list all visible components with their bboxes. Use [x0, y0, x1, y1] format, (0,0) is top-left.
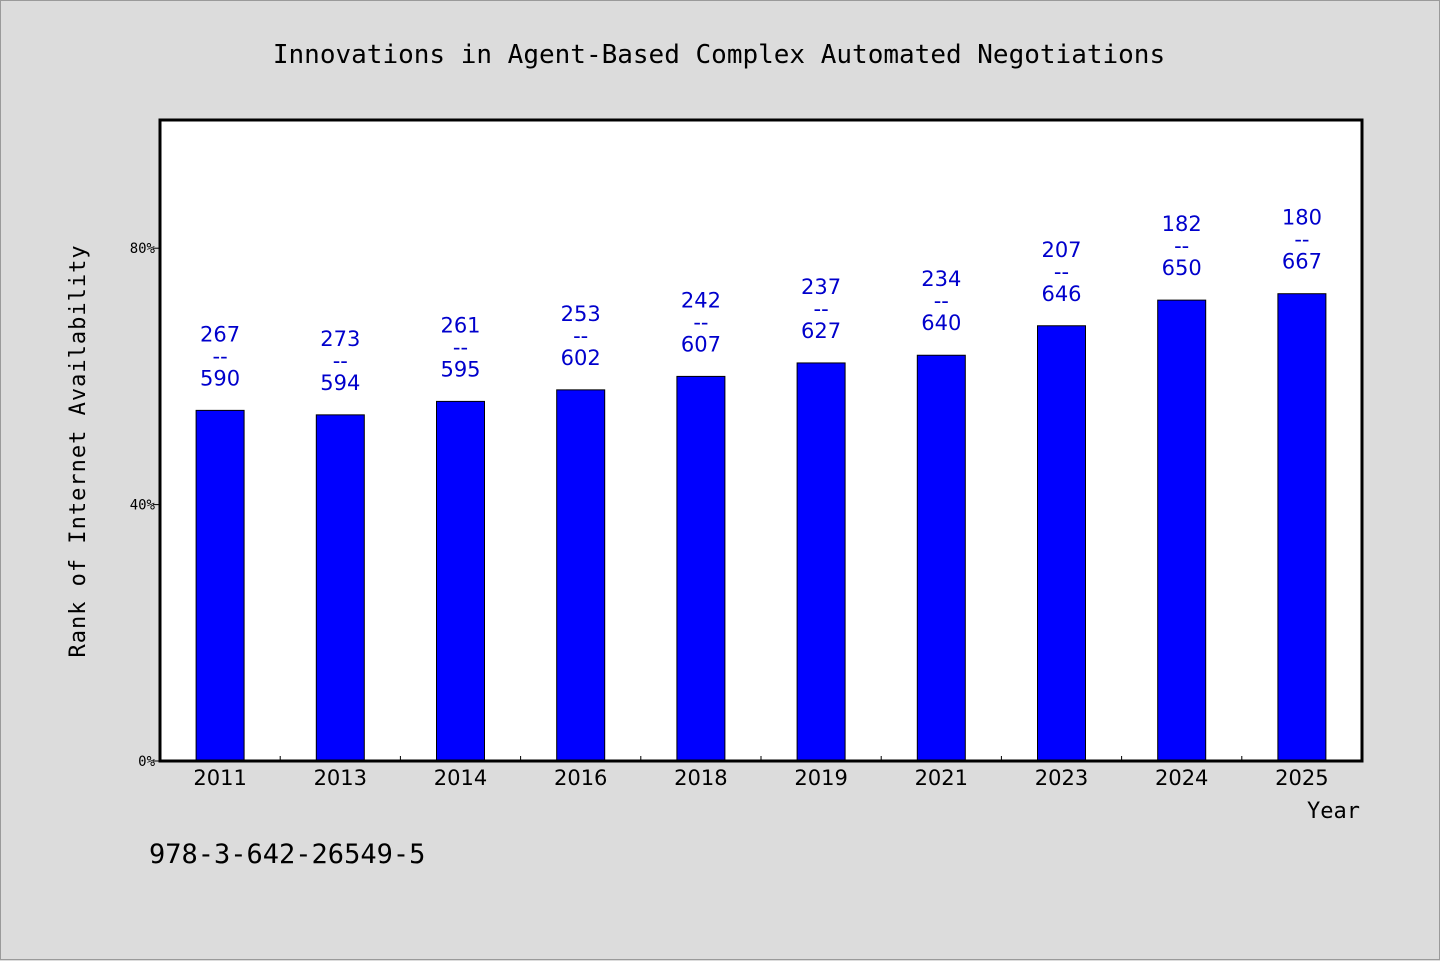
bar-2023 — [1037, 325, 1086, 762]
bar-2013 — [315, 414, 365, 762]
bar-2021 — [916, 354, 966, 762]
data-label-top-2024: 182 — [1162, 212, 1202, 236]
x-tick-label-2023: 2023 — [1035, 766, 1088, 790]
data-label-top-2023: 207 — [1041, 238, 1081, 262]
data-label-top-2011: 267 — [200, 322, 240, 346]
data-label-top-2014: 261 — [440, 313, 480, 337]
data-label-bottom-2023: 646 — [1041, 282, 1081, 306]
data-label-top-2025: 180 — [1282, 206, 1322, 230]
data-label-sep-2018: -- — [693, 310, 708, 334]
data-label-bottom-2018: 607 — [681, 332, 721, 356]
bar-2019 — [796, 362, 846, 762]
y-tick-label: 80% — [130, 241, 156, 257]
x-tick-label-2024: 2024 — [1155, 766, 1208, 790]
bar-2011 — [195, 409, 245, 762]
bar-2018 — [676, 375, 726, 762]
x-tick-label-2011: 2011 — [193, 766, 246, 790]
y-axis-label: Rank of Internet Availability — [66, 244, 91, 657]
data-label-sep-2019: -- — [814, 297, 829, 321]
data-label-bottom-2016: 602 — [561, 346, 601, 370]
y-tick-label: 0% — [138, 754, 155, 770]
data-label-sep-2016: -- — [573, 324, 588, 348]
bars-group — [195, 293, 1327, 762]
data-label-sep-2011: -- — [213, 344, 228, 368]
data-labels-group: 267--590273--594261--595253--602242--607… — [200, 206, 1322, 395]
data-label-bottom-2025: 667 — [1282, 250, 1322, 274]
chart-title: Innovations in Agent-Based Complex Autom… — [273, 40, 1165, 70]
bar-2024 — [1157, 299, 1207, 762]
bar-2014 — [436, 400, 485, 762]
data-label-sep-2023: -- — [1054, 260, 1069, 284]
data-label-top-2019: 237 — [801, 275, 841, 299]
data-label-sep-2021: -- — [934, 289, 949, 313]
data-label-bottom-2019: 627 — [801, 319, 841, 343]
data-label-top-2021: 234 — [921, 267, 961, 291]
plot-border — [158, 118, 1364, 763]
data-label-bottom-2013: 594 — [320, 371, 360, 395]
data-label-sep-2014: -- — [453, 335, 468, 359]
x-tick-label-2019: 2019 — [794, 766, 847, 790]
data-label-bottom-2011: 590 — [200, 366, 240, 390]
y-axis-ticks: 0% 40% 80% — [130, 241, 160, 770]
y-tick-label: 40% — [130, 498, 156, 514]
data-label-sep-2024: -- — [1174, 234, 1189, 258]
data-label-top-2013: 273 — [320, 327, 360, 351]
x-tick-label-2021: 2021 — [915, 766, 968, 790]
data-label-top-2016: 253 — [561, 302, 601, 326]
data-label-bottom-2021: 640 — [921, 311, 961, 335]
x-tick-label-2013: 2013 — [314, 766, 367, 790]
data-label-bottom-2024: 650 — [1162, 256, 1202, 280]
x-axis-ticks: 2011 2013 2014 2016 2018 2019 2021 2023 2024 2025 — [193, 756, 1329, 790]
data-label-sep-2013: -- — [333, 349, 348, 373]
x-tick-label-2014: 2014 — [434, 766, 487, 790]
x-tick-label-2016: 2016 — [554, 766, 607, 790]
data-label-sep-2025: -- — [1294, 228, 1309, 252]
data-label-bottom-2014: 595 — [440, 357, 480, 381]
x-tick-label-2018: 2018 — [674, 766, 727, 790]
x-axis-label: Year — [1307, 799, 1360, 824]
bar-2016 — [556, 389, 606, 762]
footer-identifier: 978-3-642-26549-5 — [149, 839, 425, 870]
x-tick-label-2025: 2025 — [1275, 766, 1328, 790]
data-label-top-2018: 242 — [681, 288, 721, 312]
bar-2025 — [1277, 293, 1327, 762]
